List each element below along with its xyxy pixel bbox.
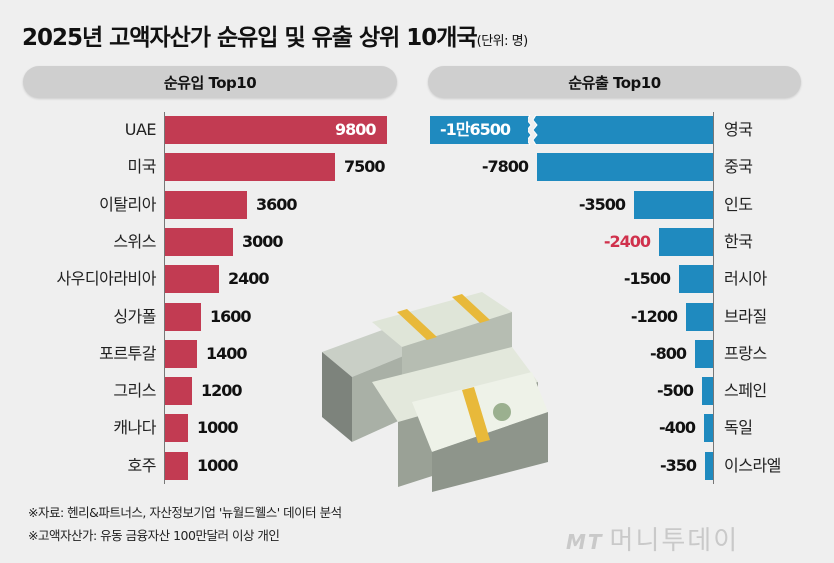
outflow-bar	[659, 227, 713, 256]
inflow-bar	[165, 302, 201, 331]
inflow-bar	[165, 377, 192, 406]
inflow-bar	[165, 153, 335, 182]
value-label: -2400	[603, 231, 651, 251]
outflow-row: -1만6500 영국	[0, 115, 834, 145]
outflow-bar	[634, 190, 713, 219]
country-label: 브라질	[724, 306, 767, 326]
country-label: 한국	[724, 231, 753, 251]
inflow-bar	[165, 227, 233, 256]
country-label: 사우디아라비아	[56, 269, 156, 289]
country-label: 싱가폴	[113, 306, 156, 326]
outflow-row: -3500 인도	[0, 190, 834, 220]
value-label: -1만6500	[440, 120, 511, 139]
value-label: -350	[659, 455, 697, 475]
definition-note: ※고액자산가: 유동 금융자산 100만달러 이상 개인	[28, 528, 280, 543]
country-label: 러시아	[724, 269, 767, 289]
outflow-bar	[695, 339, 713, 368]
inflow-bar	[165, 265, 219, 294]
value-label: -3500	[578, 194, 626, 214]
chart-title: 2025년 고액자산가 순유입 및 유출 상위 10개국(단위: 명)	[22, 18, 528, 52]
publisher-logo: MT 머니투데이	[566, 520, 739, 557]
value-label: 3000	[242, 231, 284, 251]
outflow-row: -1200 브라질	[0, 302, 834, 332]
outflow-header: 순유출 Top10	[428, 66, 801, 98]
country-label: 이탈리아	[99, 194, 156, 214]
country-label: 프랑스	[724, 343, 767, 363]
outflow-row: -800 프랑스	[0, 339, 834, 369]
value-label: 1400	[206, 343, 248, 363]
value-label: -400	[658, 418, 696, 438]
inflow-bar	[165, 116, 387, 144]
inflow-bar	[165, 190, 247, 219]
value-label: 2400	[228, 269, 270, 289]
title-text: 2025년 고액자산가 순유입 및 유출 상위 10개국	[22, 25, 478, 51]
value-label: -7800	[481, 157, 529, 177]
outflow-row: -1500 러시아	[0, 264, 834, 294]
source-note: ※자료: 헨리&파트너스, 자산정보기업 '뉴월드웰스' 데이터 분석	[28, 505, 342, 520]
country-label: 미국	[127, 157, 157, 177]
outflow-row: -7800 중국	[0, 152, 834, 182]
country-label: 영국	[724, 120, 753, 139]
value-label: 3600	[256, 194, 298, 214]
country-label: 그리스	[113, 381, 156, 401]
outflow-row: -350 이스라엘	[0, 451, 834, 481]
country-label: 인도	[724, 194, 753, 214]
inflow-row: 이탈리아 3600	[0, 190, 420, 220]
country-label: 캐나다	[113, 418, 156, 438]
money-stack-image	[322, 292, 548, 492]
outflow-row: -500 스페인	[0, 376, 834, 406]
inflow-axis	[164, 112, 165, 484]
logo-text: 머니투데이	[609, 526, 740, 556]
outflow-bar	[430, 116, 713, 144]
country-label: 중국	[724, 157, 753, 177]
inflow-bar	[165, 414, 188, 443]
unit-label: (단위: 명)	[476, 34, 529, 49]
axis-break-icon	[528, 115, 538, 145]
value-label: 1600	[210, 306, 252, 326]
value-label: 1000	[197, 418, 239, 438]
outflow-bar	[679, 265, 713, 294]
outflow-row: -2400 한국	[0, 227, 834, 257]
value-label: -1500	[623, 269, 671, 289]
inflow-row: 미국 7500	[0, 152, 420, 182]
country-label: 호주	[127, 455, 157, 475]
value-label: -1200	[630, 306, 678, 326]
inflow-row: 사우디아라비아 2400	[0, 264, 420, 294]
outflow-bar	[537, 153, 713, 182]
outflow-bar	[686, 302, 713, 331]
country-label: 이스라엘	[724, 455, 781, 475]
value-label: 9800	[335, 120, 377, 139]
country-label: UAE	[124, 120, 157, 139]
inflow-header: 순유입 Top10	[23, 66, 397, 98]
outflow-bar	[704, 414, 713, 443]
value-label: 1200	[201, 381, 243, 401]
logo-mark: MT	[566, 530, 604, 554]
outflow-axis	[713, 112, 714, 484]
country-label: 스페인	[724, 381, 767, 401]
inflow-row: 싱가폴 1600	[0, 302, 420, 332]
inflow-row: 그리스 1200	[0, 376, 420, 406]
inflow-bar	[165, 451, 188, 480]
inflow-bar	[165, 339, 197, 368]
inflow-row: 캐나다 1000	[0, 413, 420, 443]
value-label: 1000	[197, 455, 239, 475]
value-label: -800	[649, 343, 687, 363]
country-label: 포르투갈	[99, 343, 156, 363]
outflow-bar	[702, 377, 713, 406]
outflow-bar	[705, 451, 713, 480]
country-label: 독일	[724, 418, 753, 438]
value-label: -500	[656, 381, 694, 401]
inflow-row: 스위스 3000	[0, 227, 420, 257]
inflow-row: UAE 9800	[0, 115, 420, 145]
inflow-row: 포르투갈 1400	[0, 339, 420, 369]
inflow-row: 호주 1000	[0, 451, 420, 481]
outflow-row: -400 독일	[0, 413, 834, 443]
country-label: 스위스	[113, 231, 156, 251]
value-label: 7500	[344, 157, 386, 177]
